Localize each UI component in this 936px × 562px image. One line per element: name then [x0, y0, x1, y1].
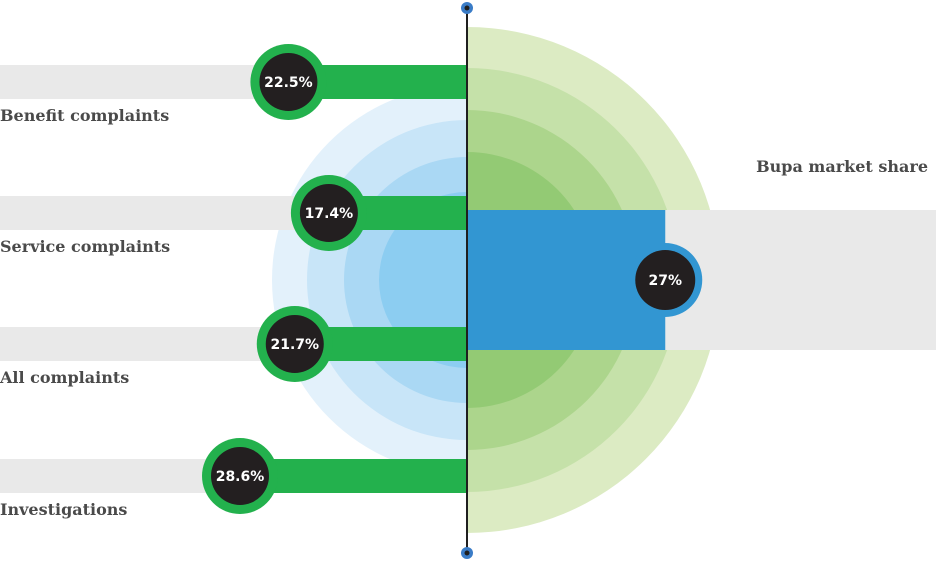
badge-core: [211, 447, 269, 505]
category-label: All complaints: [0, 368, 130, 387]
category-label: Investigations: [0, 500, 128, 519]
axis-end-dot-core: [464, 550, 470, 556]
category-label: Service complaints: [0, 237, 171, 256]
badge-core: [265, 315, 324, 373]
badge-core: [259, 53, 318, 111]
badge-3: 28.6%: [202, 438, 278, 514]
data-label: 17.4%: [305, 206, 354, 222]
category-label: Benefit complaints: [0, 106, 170, 125]
blue-ring: [379, 192, 467, 368]
center-axis: [461, 2, 473, 559]
market-share-label: Bupa market share: [756, 157, 928, 176]
badge-0: 22.5%: [250, 44, 327, 120]
badge-1: 17.4%: [290, 175, 367, 251]
data-label: 21.7%: [270, 337, 319, 353]
badge-2: 21.7%: [256, 306, 333, 382]
badge-right: 27%: [628, 243, 703, 317]
data-label: 28.6%: [216, 469, 265, 485]
value-badges: 22.5% 17.4% 21.7% 28.6% 27%: [202, 44, 703, 514]
data-label: 27%: [648, 273, 682, 289]
badge-core: [299, 184, 358, 242]
badge-core: [635, 250, 696, 310]
axis-end-dot-core: [464, 5, 470, 11]
data-label: 22.5%: [264, 75, 313, 91]
